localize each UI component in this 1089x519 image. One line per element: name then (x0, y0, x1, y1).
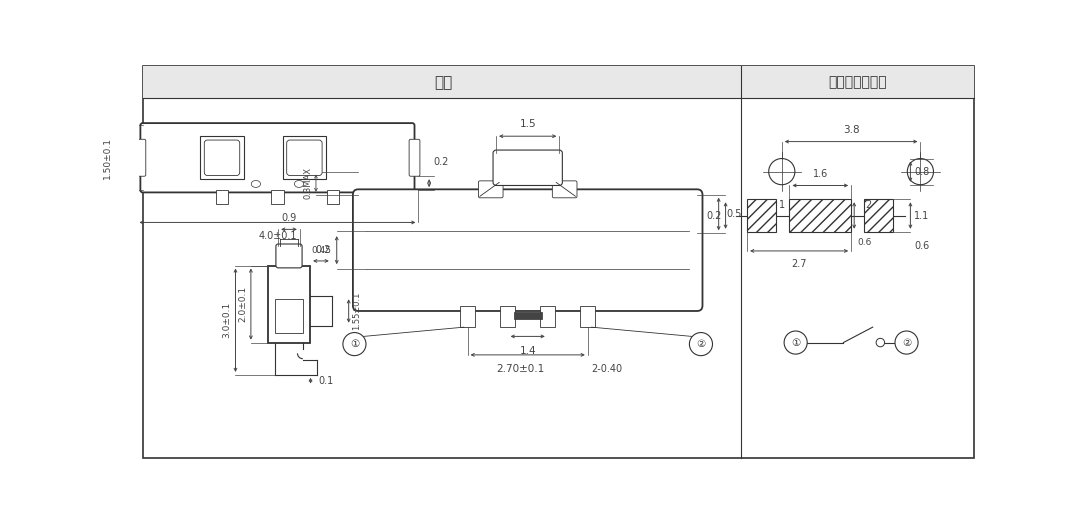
Text: 2: 2 (866, 200, 872, 210)
Text: 4.0±0.1: 4.0±0.1 (258, 231, 296, 241)
Bar (540, 306, 555, 327)
Text: 0.1: 0.1 (318, 376, 333, 386)
Bar (216, 190, 229, 204)
Circle shape (784, 331, 807, 354)
Bar (460, 306, 475, 327)
Text: 2.70±0.1: 2.70±0.1 (495, 364, 544, 374)
FancyBboxPatch shape (552, 181, 577, 198)
Text: 1.55±0.1: 1.55±0.1 (352, 292, 360, 330)
Text: 0.9: 0.9 (281, 213, 296, 223)
FancyBboxPatch shape (286, 140, 322, 175)
Circle shape (689, 333, 712, 356)
Bar (500, 306, 515, 327)
Bar (283, 136, 326, 180)
Text: 1.5: 1.5 (519, 119, 536, 129)
Bar (271, 190, 283, 204)
Text: 0.45: 0.45 (311, 246, 331, 255)
Text: 0.6: 0.6 (857, 238, 871, 247)
FancyBboxPatch shape (409, 139, 420, 176)
Text: ②: ② (902, 337, 911, 348)
Circle shape (343, 333, 366, 356)
Text: ①: ① (791, 337, 800, 348)
Circle shape (907, 158, 933, 185)
Text: 0.8: 0.8 (915, 167, 930, 176)
Bar (143, 66, 974, 99)
Text: 3.0±0.1: 3.0±0.1 (222, 302, 232, 338)
Text: 0.3MAX: 0.3MAX (303, 167, 313, 199)
Ellipse shape (294, 181, 304, 187)
Text: ①: ① (350, 339, 359, 349)
Text: 0.5: 0.5 (726, 209, 742, 219)
Text: 3.8: 3.8 (843, 125, 859, 134)
Bar (790, 199, 852, 231)
Circle shape (895, 331, 918, 354)
FancyBboxPatch shape (205, 140, 240, 175)
Text: 0.2: 0.2 (315, 245, 331, 255)
Bar (200, 136, 244, 180)
Text: 0.2: 0.2 (707, 211, 722, 221)
Text: 1: 1 (779, 200, 785, 210)
Bar (580, 306, 596, 327)
Text: 尺寸: 尺寸 (433, 75, 452, 90)
Circle shape (769, 158, 795, 185)
Bar (327, 190, 339, 204)
FancyBboxPatch shape (276, 244, 302, 268)
Bar (747, 199, 776, 231)
Text: 1.50±0.1: 1.50±0.1 (102, 137, 112, 179)
Circle shape (877, 338, 884, 347)
Text: 2-0.40: 2-0.40 (591, 364, 622, 374)
Text: 1.1: 1.1 (915, 211, 930, 221)
Text: 2.7: 2.7 (792, 260, 807, 269)
Text: 0.6: 0.6 (915, 241, 930, 251)
Bar (276, 299, 303, 333)
FancyBboxPatch shape (493, 150, 562, 185)
Text: 0.2: 0.2 (433, 157, 449, 167)
FancyBboxPatch shape (353, 189, 702, 311)
Text: ②: ② (696, 339, 706, 349)
Text: 1.4: 1.4 (519, 346, 536, 356)
Text: 2.0±0.1: 2.0±0.1 (238, 286, 247, 322)
Bar (514, 312, 541, 320)
Bar (865, 199, 893, 231)
Text: 安装图及电路图: 安装图及电路图 (828, 75, 886, 89)
FancyBboxPatch shape (140, 123, 415, 193)
Text: 1.6: 1.6 (812, 169, 828, 180)
FancyBboxPatch shape (478, 181, 503, 198)
FancyBboxPatch shape (135, 139, 146, 176)
Bar (268, 266, 310, 343)
Ellipse shape (252, 181, 260, 187)
